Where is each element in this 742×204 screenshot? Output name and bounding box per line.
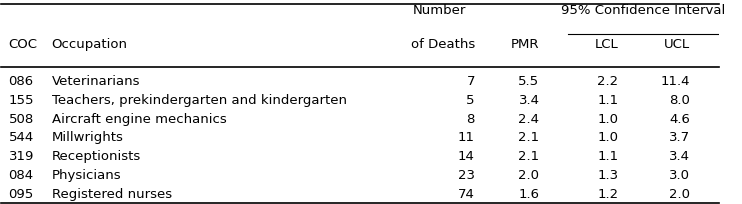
Text: 7: 7 — [467, 75, 475, 88]
Text: 4.6: 4.6 — [669, 112, 690, 125]
Text: Number: Number — [413, 4, 466, 17]
Text: 2.0: 2.0 — [519, 168, 539, 181]
Text: 3.4: 3.4 — [519, 93, 539, 106]
Text: 3.0: 3.0 — [669, 168, 690, 181]
Text: 1.1: 1.1 — [597, 149, 618, 162]
Text: 8: 8 — [467, 112, 475, 125]
Text: Millwrights: Millwrights — [52, 131, 123, 144]
Text: 2.4: 2.4 — [519, 112, 539, 125]
Text: Physicians: Physicians — [52, 168, 121, 181]
Text: 74: 74 — [458, 187, 475, 200]
Text: 1.0: 1.0 — [597, 112, 618, 125]
Text: 1.3: 1.3 — [597, 168, 618, 181]
Text: 095: 095 — [9, 187, 34, 200]
Text: Veterinarians: Veterinarians — [52, 75, 140, 88]
Text: 319: 319 — [9, 149, 34, 162]
Text: 5: 5 — [467, 93, 475, 106]
Text: 14: 14 — [458, 149, 475, 162]
Text: 3.7: 3.7 — [669, 131, 690, 144]
Text: 086: 086 — [9, 75, 33, 88]
Text: of Deaths: of Deaths — [410, 38, 475, 51]
Text: 1.6: 1.6 — [519, 187, 539, 200]
Text: 084: 084 — [9, 168, 33, 181]
Text: Occupation: Occupation — [52, 38, 128, 51]
Text: 2.1: 2.1 — [519, 149, 539, 162]
Text: 155: 155 — [9, 93, 34, 106]
Text: 2.1: 2.1 — [519, 131, 539, 144]
Text: 2.2: 2.2 — [597, 75, 618, 88]
Text: COC: COC — [9, 38, 38, 51]
Text: 8.0: 8.0 — [669, 93, 690, 106]
Text: 3.4: 3.4 — [669, 149, 690, 162]
Text: 2.0: 2.0 — [669, 187, 690, 200]
Text: 23: 23 — [458, 168, 475, 181]
Text: 1.0: 1.0 — [597, 131, 618, 144]
Text: 11: 11 — [458, 131, 475, 144]
Text: Aircraft engine mechanics: Aircraft engine mechanics — [52, 112, 226, 125]
Text: 544: 544 — [9, 131, 34, 144]
Text: Receptionists: Receptionists — [52, 149, 141, 162]
Text: LCL: LCL — [594, 38, 618, 51]
Text: 11.4: 11.4 — [660, 75, 690, 88]
Text: Registered nurses: Registered nurses — [52, 187, 171, 200]
Text: 5.5: 5.5 — [519, 75, 539, 88]
Text: Teachers, prekindergarten and kindergarten: Teachers, prekindergarten and kindergart… — [52, 93, 347, 106]
Text: 95% Confidence Interval: 95% Confidence Interval — [562, 4, 726, 17]
Text: 1.1: 1.1 — [597, 93, 618, 106]
Text: 508: 508 — [9, 112, 34, 125]
Text: PMR: PMR — [511, 38, 539, 51]
Text: UCL: UCL — [664, 38, 690, 51]
Text: 1.2: 1.2 — [597, 187, 618, 200]
